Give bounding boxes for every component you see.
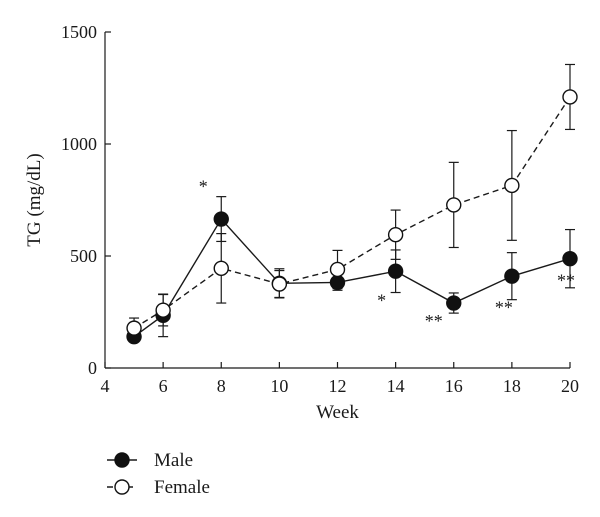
x-tick-label: 10 [270, 376, 288, 396]
y-tick-label: 0 [88, 358, 97, 378]
female-data-point [562, 89, 578, 105]
significance-marker: ** [495, 298, 513, 318]
female-data-point [504, 177, 520, 194]
x-tick-label: 14 [387, 376, 405, 396]
y-axis-label: TG (mg/dL) [24, 153, 45, 246]
y-ticks: 0 500 1000 1500 [61, 22, 111, 378]
female-data-point [387, 227, 404, 243]
x-axis-label: Week [316, 402, 359, 423]
female-data-point [271, 276, 288, 292]
plot-area: ******** [126, 63, 578, 345]
male-data-point [446, 295, 462, 311]
x-tick-label: 12 [329, 376, 347, 396]
x-tick-label: 16 [445, 376, 463, 396]
male-data-point [213, 211, 229, 227]
x-tick-label: 4 [101, 376, 110, 396]
female-series-line [133, 96, 571, 329]
legend-female-label: Female [154, 477, 210, 498]
male-data-point [387, 263, 404, 279]
x-tick-label: 18 [503, 376, 521, 396]
x-tick-label: 6 [159, 376, 168, 396]
x-tick-label: 20 [561, 376, 579, 396]
female-data-point [329, 261, 346, 278]
female-data-point [155, 302, 171, 318]
significance-marker: * [377, 291, 386, 311]
y-tick-label: 1500 [61, 22, 97, 42]
y-tick-label: 1000 [61, 134, 97, 154]
x-tick-label: 8 [217, 376, 226, 396]
significance-marker: ** [557, 271, 575, 291]
male-data-point [329, 274, 346, 291]
y-tick-label: 500 [70, 246, 97, 266]
x-ticks: 4 6 8 10 12 14 16 18 20 [101, 362, 579, 396]
significance-marker: * [199, 177, 208, 197]
female-data-point [126, 320, 142, 336]
male-data-point [562, 250, 578, 267]
female-data-point [213, 260, 229, 277]
legend: Male Female [107, 450, 210, 498]
female-data-point [446, 197, 462, 213]
legend-female-marker [114, 479, 130, 495]
male-data-point [504, 268, 520, 284]
significance-marker: ** [425, 311, 443, 331]
legend-male-marker [114, 452, 130, 468]
legend-male-label: Male [154, 450, 193, 471]
